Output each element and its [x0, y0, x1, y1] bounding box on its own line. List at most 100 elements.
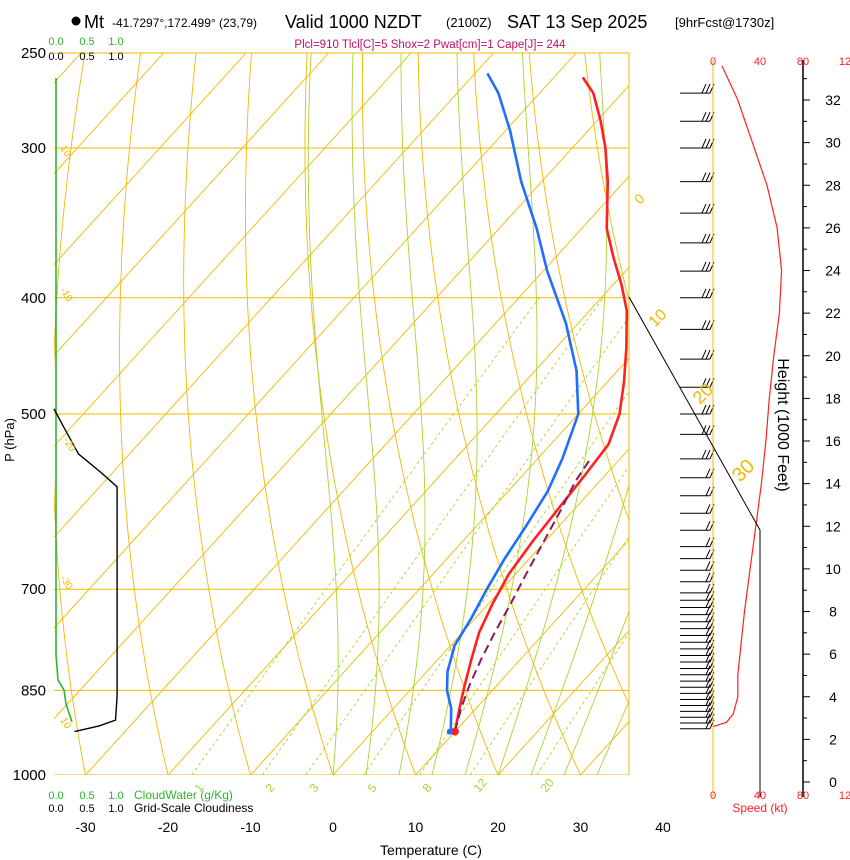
pressure-tick-label: 500: [21, 406, 46, 423]
wind-barb-feather: [705, 520, 711, 531]
wind-barb-feather: [705, 684, 711, 694]
isotherm-line: [54, 53, 577, 629]
pressure-tick-label: 850: [21, 682, 46, 699]
isotherm-line: [54, 53, 247, 266]
wind-barb-feather: [701, 288, 707, 299]
pressure-tick-label: 250: [21, 45, 46, 62]
dry-adiabat-line: [361, 53, 499, 775]
wind-barb-feather: [705, 138, 711, 149]
cloudiness-tick-label: 0.5: [79, 803, 94, 815]
wind-barb-feather: [705, 425, 711, 435]
dry-adiabat-line: [119, 53, 169, 775]
speed-tick-label-bottom: 80: [797, 790, 809, 802]
y-axis-title: P (hPa): [2, 418, 17, 462]
wind-barb: [680, 520, 715, 531]
wind-barb-feather: [705, 696, 711, 706]
dry-adiabat-line: [244, 53, 334, 775]
wind-barb-feather: [705, 652, 711, 663]
x-tick-label: 0: [329, 819, 337, 835]
dewpoint-line: [445, 72, 580, 732]
wind-barb-feather: [701, 349, 707, 360]
speed-axis-title: Speed (kt): [732, 801, 787, 815]
wind-barb-feather: [705, 619, 711, 629]
cloudiness-tick-label: 1.0: [108, 803, 123, 815]
isotherm-line: [167, 266, 629, 775]
mixing-ratio-line: [305, 316, 629, 775]
chart-grid: [54, 53, 629, 775]
wind-barb: [680, 486, 715, 497]
height-tick-label: 6: [829, 646, 837, 662]
cloudiness-tick-label: 0.0: [48, 51, 63, 63]
dry-adiabat-label: -20: [60, 436, 77, 454]
wind-barb-feather: [705, 707, 711, 718]
dry-adiabat-label: 10: [57, 144, 72, 160]
wind-barb: [680, 537, 715, 548]
speed-tick-label-bottom: 0: [710, 790, 716, 802]
cloudiness-tick-label: 0.0: [48, 803, 63, 815]
wind-barb-feather: [701, 111, 707, 122]
wind-barb: [680, 172, 715, 183]
mixing-ratio-label: 2: [263, 781, 278, 795]
wind-barb: [680, 639, 715, 650]
wind-barb-feather: [705, 561, 711, 571]
wind-barb-feather: [705, 320, 711, 330]
wind-barb: [680, 404, 715, 415]
mixing-ratio-label: 5: [365, 781, 380, 795]
wind-barb-feather: [701, 138, 707, 149]
wind-barb: [680, 468, 715, 479]
height-tick-label: 30: [825, 135, 841, 151]
wind-barb-feather: [701, 261, 707, 272]
speed-tick-label-bottom: 12: [839, 790, 850, 802]
wind-barb: [680, 605, 715, 616]
dry-adiabat-line: [304, 53, 416, 775]
wind-barb: [680, 138, 715, 149]
isotherm-line: [332, 448, 629, 775]
wind-barb: [680, 83, 715, 94]
wind-barb-feather: [705, 719, 711, 729]
wind-barb-feather: [705, 288, 711, 299]
height-tick-label: 22: [825, 305, 841, 321]
wind-barb: [680, 320, 715, 330]
mixing-ratio-line: [191, 297, 540, 775]
wind-barb: [680, 646, 715, 656]
valid-time: Valid 1000 NZDT: [285, 12, 422, 32]
wind-barb: [680, 561, 715, 571]
wind-barb-feather: [705, 646, 711, 656]
height-tick-label: 10: [825, 561, 841, 577]
isotherm-line: [54, 53, 164, 175]
height-axis-title: Height (1000 Feet): [774, 358, 791, 491]
cloudwater-tick-label: 0.5: [79, 36, 94, 48]
wind-barb-feather: [705, 172, 711, 182]
moist-adiabat-line: [307, 53, 339, 775]
wind-barb: [680, 111, 715, 122]
wind-barb: [680, 632, 715, 643]
wind-barb: [680, 619, 715, 630]
wind-barb-feather: [705, 583, 711, 594]
wind-barb: [680, 652, 715, 663]
mixing-ratio-line: [261, 297, 604, 775]
moist-adiabat-line: [351, 53, 380, 775]
height-tick-label: 2: [829, 731, 837, 747]
dry-adiabat-label: 10: [646, 306, 671, 331]
cloudwater-line: [55, 78, 73, 723]
speed-tick-label-bottom: 40: [754, 790, 766, 802]
wind-barb-feather: [705, 349, 711, 360]
dry-adiabat-line: [417, 53, 581, 775]
wind-barb-feather: [701, 404, 707, 415]
site-label: Mt: [84, 12, 104, 32]
moist-adiabat-line: [431, 53, 478, 775]
pressure-tick-label: 400: [21, 290, 46, 307]
wind-barb: [680, 549, 715, 560]
wind-barb-feather: [705, 378, 711, 388]
site-coords: -41.7297°,172.499° (23,79): [112, 16, 257, 30]
mixing-ratio-label: 3: [307, 781, 322, 795]
speed-tick-label-top: 0: [710, 56, 716, 68]
pressure-tick-label: 300: [21, 140, 46, 157]
wind-barb-feather: [705, 702, 711, 712]
site-dot-icon: [71, 16, 81, 26]
wind-barbs: [680, 83, 715, 730]
wind-barb-feather: [705, 671, 711, 682]
wind-speed-line: [712, 65, 783, 728]
moist-adiabat-line: [497, 53, 608, 775]
